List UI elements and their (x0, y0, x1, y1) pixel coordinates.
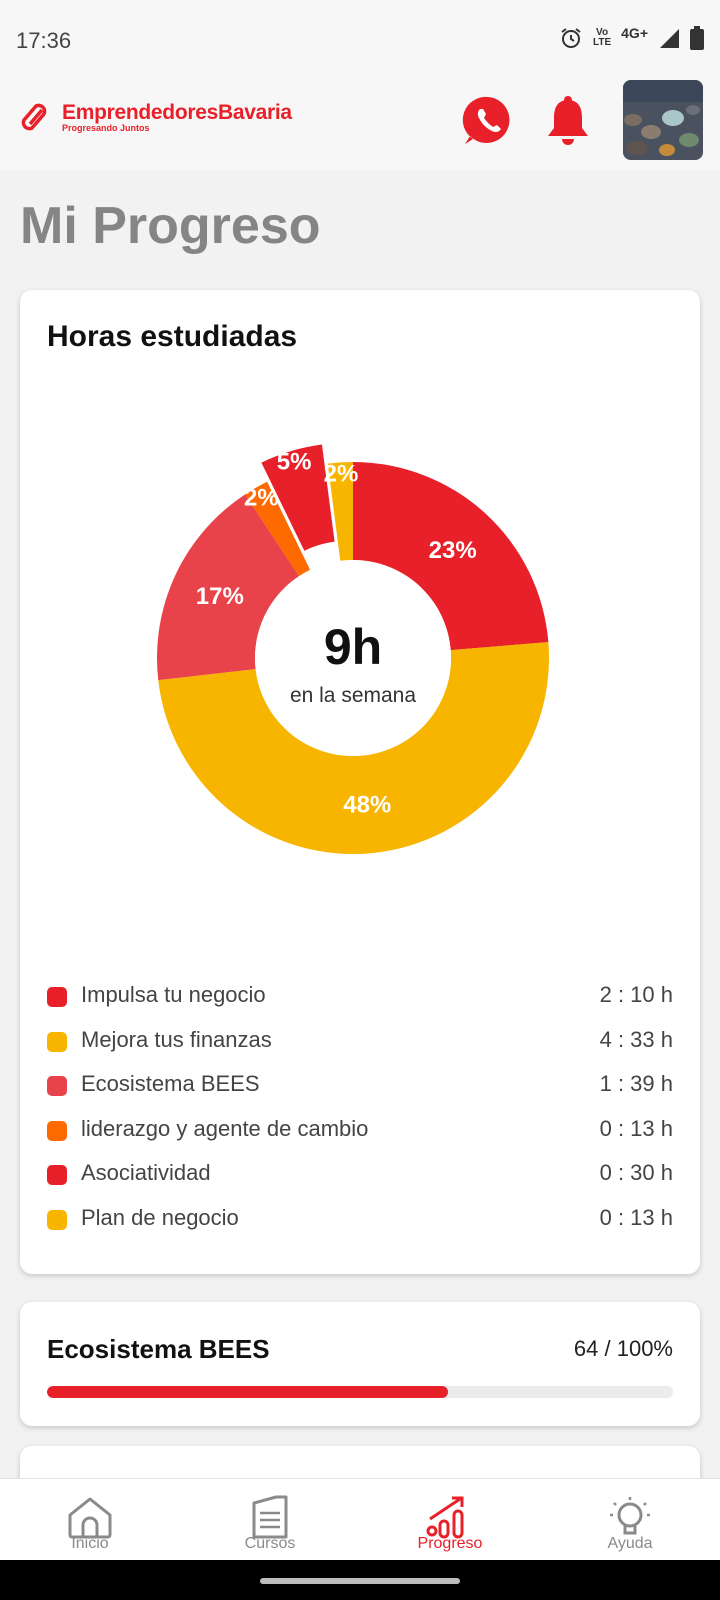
nav-item-cursos[interactable]: Cursos (180, 1479, 360, 1561)
document-icon (252, 1495, 288, 1539)
legend-value: 0 : 13 h (599, 1115, 673, 1141)
legend-label: Impulsa tu negocio (81, 982, 266, 1007)
legend-dot (47, 1209, 67, 1230)
legend-dot (47, 987, 67, 1007)
page-title: Mi Progreso (20, 197, 321, 255)
legend-label: Mejora tus finanzas (81, 1026, 272, 1052)
chart-slices (157, 444, 549, 854)
nav-label-cursos: Cursos (244, 1535, 296, 1552)
legend-dot (47, 1031, 67, 1052)
hours-card: Horas estudiadas 23% 48% 17% 2% 5% 2% 9h en l… (20, 290, 700, 1274)
status-icons: Vo LTE 4G+ (559, 25, 704, 50)
legend-value: 1 : 39 h (599, 1071, 673, 1096)
status-time: 17:36 (16, 28, 72, 53)
legend-value: 0 : 30 h (599, 1160, 673, 1185)
brand-logo[interactable]: EmprendedoresBavaria Progresando Juntos (16, 98, 292, 136)
chart-slice (158, 642, 549, 854)
chart-slice (353, 462, 549, 651)
legend-label: liderazgo y agente de cambio (81, 1115, 369, 1141)
chart-slice-label: 2% (324, 460, 359, 487)
chart-center-hole (255, 560, 451, 756)
nav-item-progreso[interactable]: Progreso (360, 1479, 540, 1561)
volte-indicator: Vo LTE (593, 28, 611, 48)
app-header: EmprendedoresBavaria Progresando Juntos (0, 80, 720, 170)
legend-label: Ecosistema BEES (81, 1071, 260, 1096)
hours-card-title: Horas estudiadas (47, 320, 298, 353)
course-progress-card[interactable]: Ecosistema BEES 64 / 100% (20, 1302, 700, 1426)
legend-row: liderazgo y agente de cambio 0 : 13 h (47, 1114, 673, 1159)
chart-slice (245, 481, 311, 577)
avatar-image (623, 80, 703, 160)
chart-slice-label: 17% (196, 583, 244, 610)
nav-item-inicio[interactable]: Inicio (0, 1479, 180, 1561)
whatsapp-icon[interactable] (462, 94, 514, 146)
legend-dot (47, 1076, 67, 1096)
legend-dot (47, 1120, 67, 1141)
brand-tagline: Progresando Juntos (62, 123, 150, 133)
volte-top-text: Vo (596, 27, 609, 38)
chart-slice-labels: 23% 48% 17% 2% 5% 2% (196, 449, 477, 819)
legend-dot (47, 1165, 67, 1185)
volte-bottom-text: LTE (592, 37, 612, 48)
chart-slice-label: 23% (429, 537, 477, 564)
network-type: 4G+ (621, 25, 648, 41)
bell-icon[interactable] (544, 94, 592, 146)
signal-icon (660, 29, 679, 48)
brand-logo-icon (21, 103, 47, 131)
legend-row: Plan de negocio 0 : 13 h (47, 1203, 673, 1248)
legend-label: Asociatividad (81, 1160, 211, 1185)
legend-row: Impulsa tu negocio 2 : 10 h (47, 980, 673, 1025)
home-gesture-pill[interactable] (260, 1578, 460, 1584)
chart-slice (327, 462, 353, 561)
nav-label-progreso: Progreso (417, 1535, 483, 1552)
system-navigation-bar (0, 1560, 720, 1600)
nav-label-inicio: Inicio (71, 1535, 109, 1552)
home-icon (68, 1497, 112, 1539)
legend-label: Plan de negocio (81, 1204, 239, 1230)
chart-center-value: 9h (324, 619, 382, 675)
legend-row: Mejora tus finanzas 4 : 33 h (47, 1025, 673, 1070)
donut-chart: 23% 48% 17% 2% 5% 2% 9h en la semana (157, 444, 549, 854)
legend-value: 0 : 13 h (599, 1204, 673, 1230)
course-progress-title: Ecosistema BEES (47, 1334, 270, 1364)
course-progress-bar (47, 1386, 673, 1398)
legend-value: 2 : 10 h (599, 982, 673, 1007)
legend-row: Asociatividad 0 : 30 h (47, 1158, 673, 1203)
nav-label-ayuda: Ayuda (607, 1535, 653, 1552)
alarm-icon (561, 28, 581, 48)
course-progress-value: 64 / 100% (573, 1336, 673, 1361)
brand-name: EmprendedoresBavaria (62, 101, 292, 124)
chart-slice (157, 494, 300, 681)
lightbulb-icon (610, 1497, 650, 1535)
nav-item-ayuda[interactable]: Ayuda (540, 1479, 720, 1561)
course-progress-fill (47, 1386, 448, 1398)
legend-value: 4 : 33 h (599, 1026, 673, 1052)
avatar[interactable] (623, 80, 703, 160)
chart-slice-label: 5% (277, 449, 312, 476)
battery-icon (690, 26, 704, 50)
status-bar: 17:36 Vo LTE 4G+ (0, 0, 720, 80)
chart-slice (261, 444, 335, 551)
legend-row: Ecosistema BEES 1 : 39 h (47, 1069, 673, 1114)
bottom-navigation: Inicio Cursos Progreso Ayuda (0, 1478, 720, 1561)
chart-legend: Impulsa tu negocio 2 : 10 h Mejora tus f… (47, 980, 673, 1247)
chart-slice-label: 2% (244, 484, 279, 511)
progress-chart-icon (426, 1496, 464, 1539)
chart-slice-label: 48% (343, 791, 391, 818)
chart-center-caption: en la semana (290, 684, 416, 707)
